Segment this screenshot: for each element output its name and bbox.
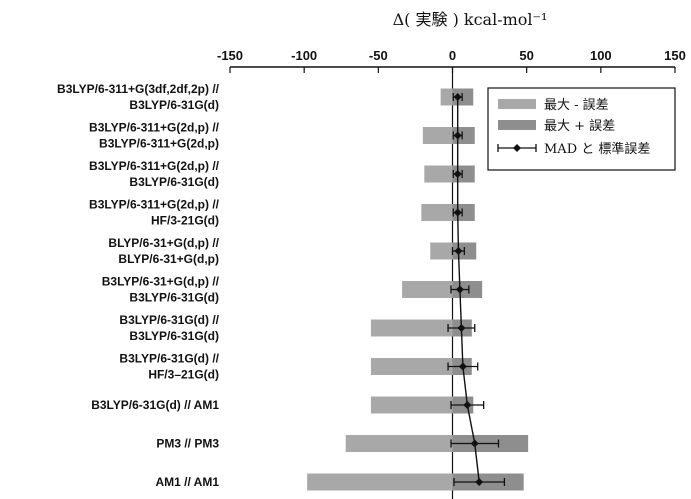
category-label: HF/3-21G(d) (151, 214, 219, 228)
x-tick-label: -50 (369, 48, 388, 63)
legend-swatch-positive (498, 120, 536, 130)
category-label: BLYP/6-31+G(d,p) (118, 252, 219, 266)
bar-max-negative-error (370, 358, 453, 375)
category-label: B3LYP/6-311+G(2d,p) // (89, 198, 220, 212)
legend-label: MAD と 標準誤差 (544, 141, 650, 157)
legend-mad-marker (513, 144, 521, 152)
category-label: B3LYP/6-311+G(2d,p) // (89, 121, 220, 135)
x-tick-label: 100 (590, 48, 612, 63)
category-label: HF/3–21G(d) (148, 368, 219, 382)
category-label: PM3 // PM3 (156, 437, 219, 451)
bar-max-negative-error (345, 435, 453, 452)
bar-max-negative-error (370, 319, 453, 337)
mad-point (470, 439, 479, 448)
mad-point (475, 478, 484, 486)
bar-max-negative-error (440, 88, 453, 106)
x-tick-label: -150 (217, 48, 243, 63)
x-tick-label: -100 (291, 48, 317, 63)
category-label: B3LYP/6-31G(d) // (119, 352, 219, 366)
mad-point (457, 324, 466, 332)
legend-swatch-negative (498, 99, 536, 109)
mad-point (455, 285, 464, 294)
mad-point (454, 247, 463, 255)
category-label: B3LYP/6-31G(d) // (119, 313, 219, 327)
x-tick-label: 150 (664, 48, 686, 63)
mad-point (453, 93, 462, 101)
category-label: B3LYP/6-311+G(2d,p) // (89, 159, 220, 173)
category-label: B3LYP/6-31G(d) (129, 329, 219, 343)
mad-point (458, 362, 467, 371)
x-axis-title: Δ( 実験 ) kcal-mol⁻¹ (393, 10, 548, 29)
bar-max-negative-error (424, 165, 453, 183)
category-label: B3LYP/6-31G(d) (129, 98, 219, 112)
mad-point (453, 208, 462, 217)
mad-point (453, 170, 462, 178)
plot-area: -150 -100 -50 0 50 100 150 B3LYP/6-311+G(3df,2d… (57, 48, 686, 499)
category-label: B3LYP/6-31G(d) (129, 291, 219, 305)
x-tick-label: 0 (449, 48, 456, 63)
bar-max-negative-error (307, 473, 453, 491)
category-label: B3LYP/6-31+G(d,p) // (102, 275, 220, 289)
bar-max-negative-error (422, 127, 453, 144)
x-tick-label: 50 (519, 48, 533, 63)
category-label: B3LYP/6-31G(d) // AM1 (91, 398, 219, 412)
category-label: AM1 // AM1 (155, 475, 219, 489)
category-label: B3LYP/6-31G(d) (129, 175, 219, 189)
category-label: B3LYP/6-311+G(2d,p) (99, 137, 219, 151)
category-label: BLYP/6-31+G(d,p) // (108, 236, 219, 250)
category-label: B3LYP/6-311+G(3df,2df,2p) // (57, 82, 220, 96)
mad-point (463, 401, 472, 409)
mad-point (453, 131, 462, 140)
legend-label: 最大 - 誤差 (544, 97, 609, 113)
bar-max-negative-error (430, 242, 453, 260)
legend-label: 最大 + 誤差 (544, 118, 615, 134)
bar-max-negative-error (370, 396, 453, 414)
bar-max-negative-error (402, 281, 453, 298)
bar-max-negative-error (421, 204, 453, 221)
